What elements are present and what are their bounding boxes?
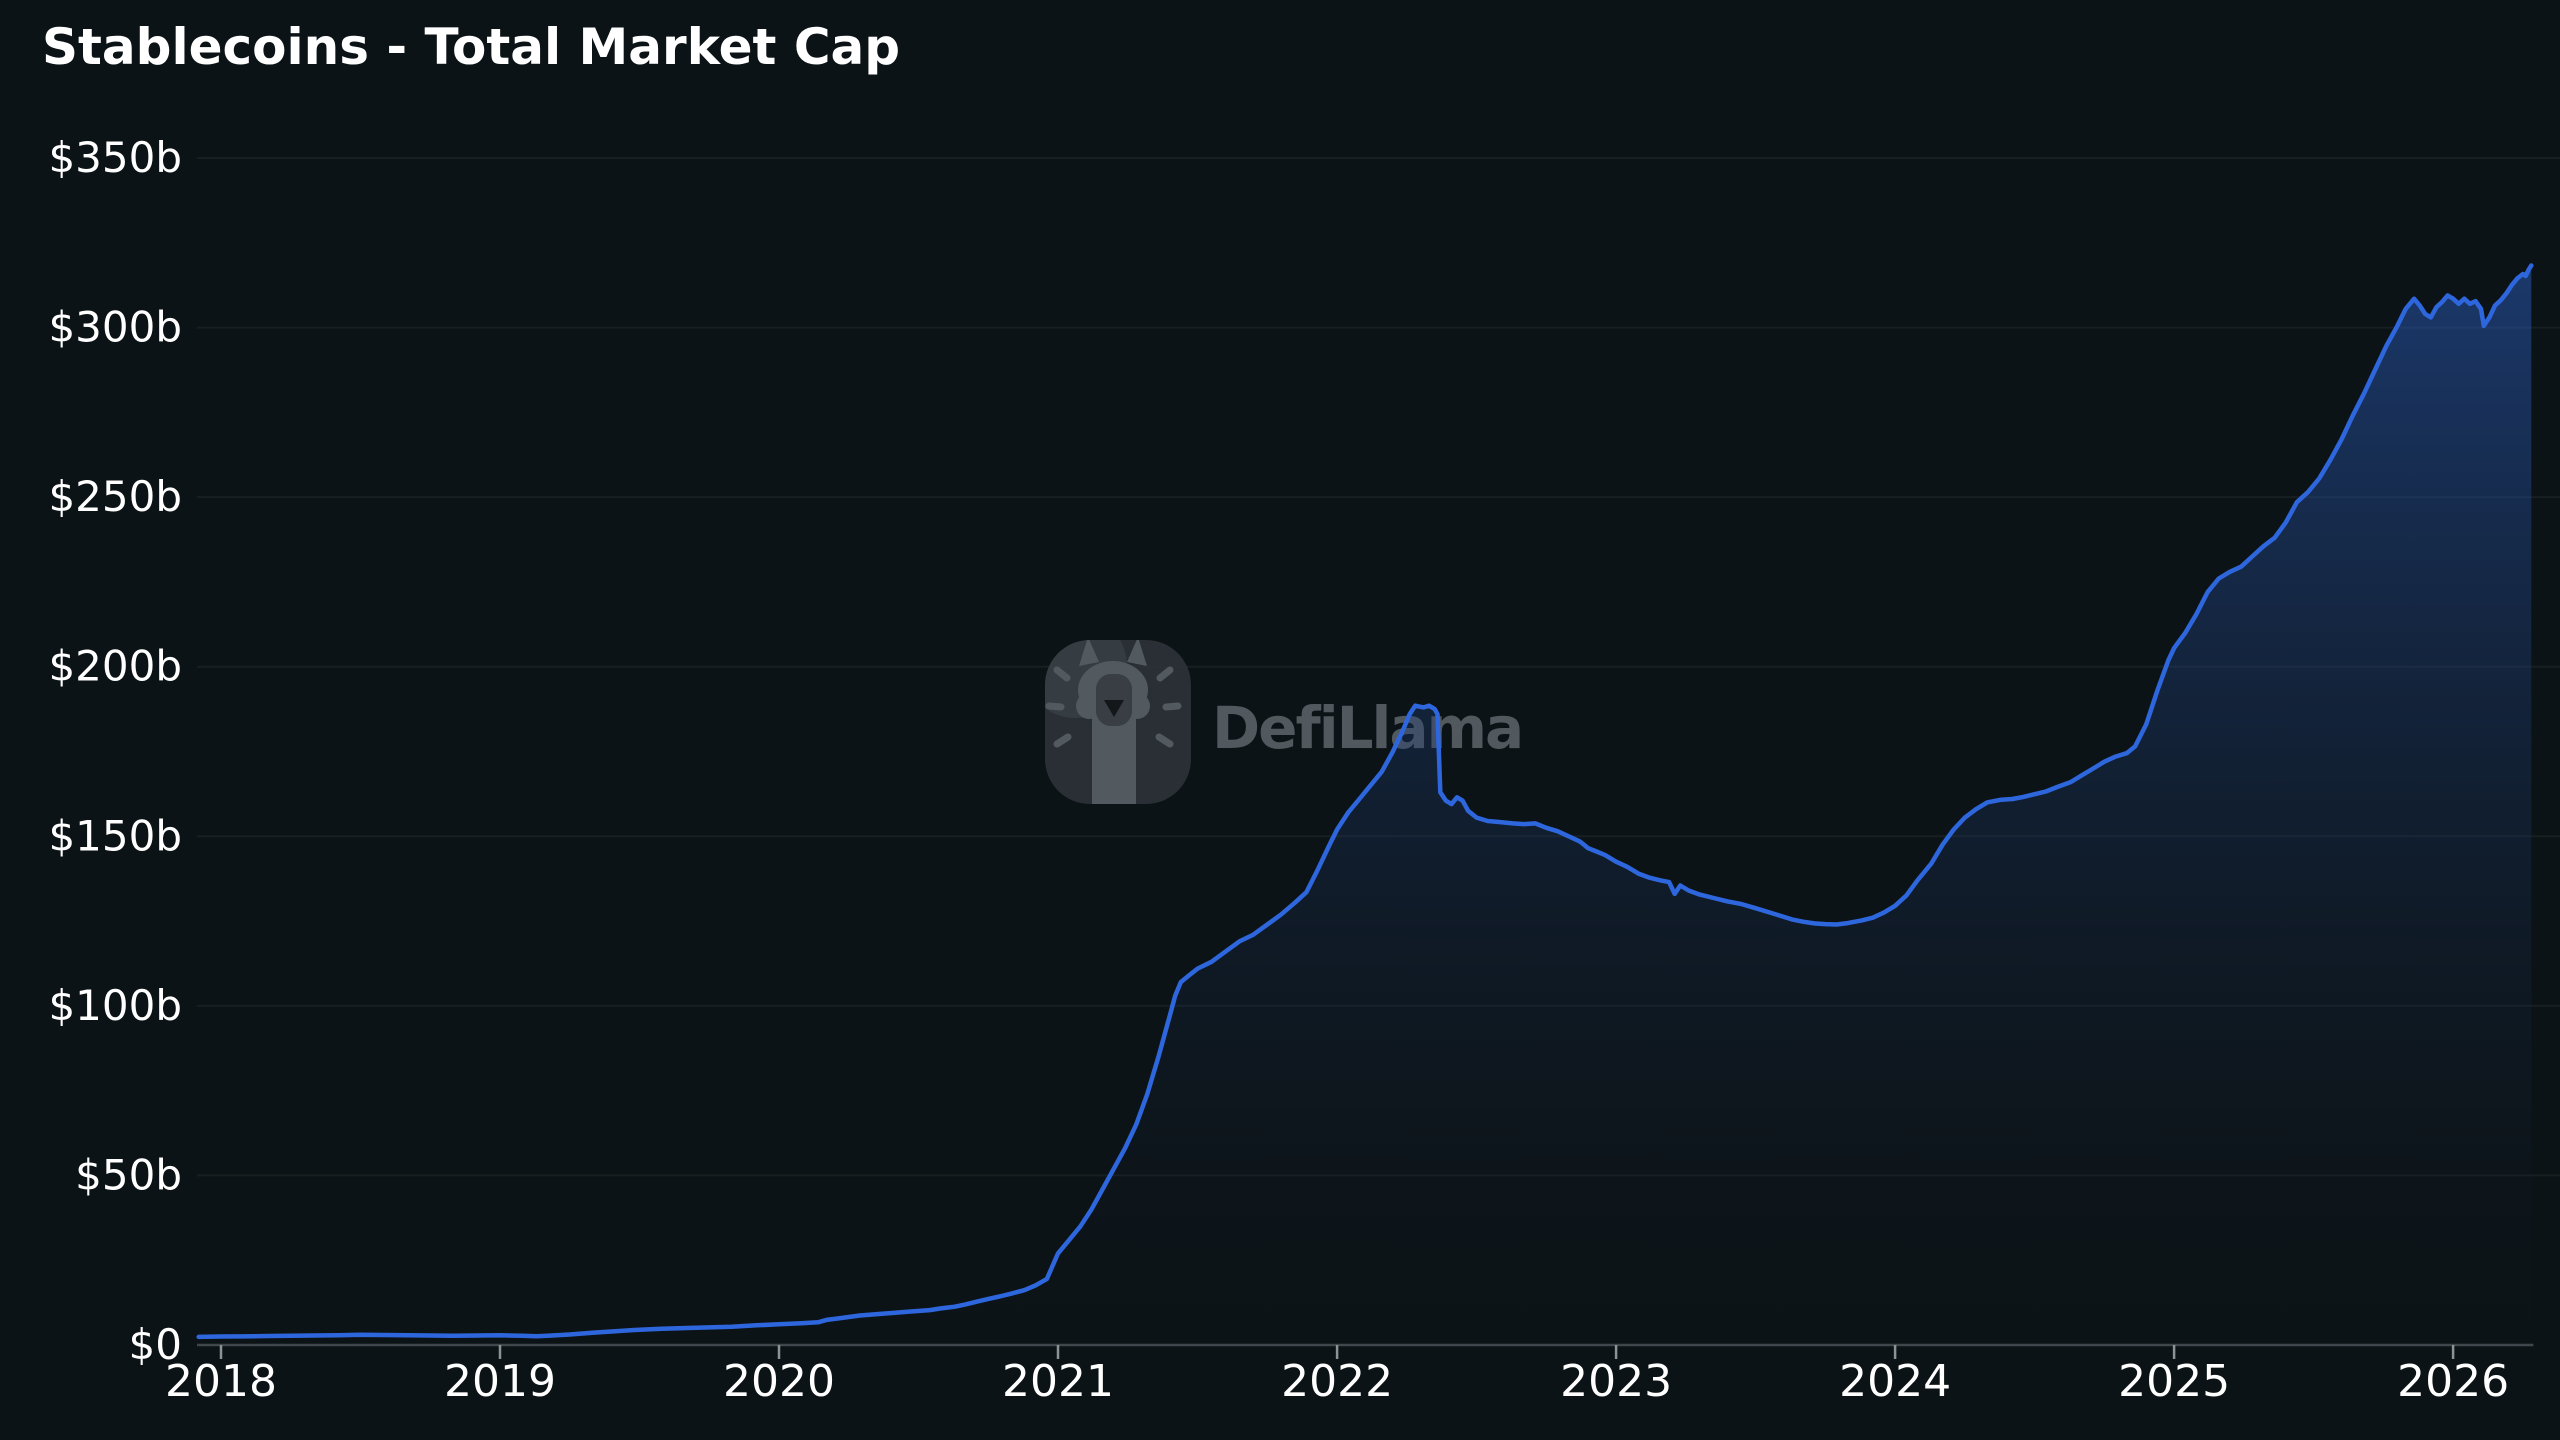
y-axis-label: $200b [48, 642, 182, 691]
y-axis-label: $300b [48, 303, 182, 352]
axis-layer: $350b $300b $250b $200b $150b $100b $50b $02018… [48, 133, 2534, 1407]
x-axis-label: 2025 [2118, 1356, 2230, 1407]
y-axis-label: $350b [48, 133, 182, 182]
x-axis-label: 2023 [1560, 1356, 1672, 1407]
defillama-logo-icon [1045, 640, 1191, 804]
area-fill [198, 265, 2532, 1345]
x-axis-label: 2022 [1281, 1356, 1393, 1407]
x-axis-label: 2019 [444, 1356, 556, 1407]
x-axis-label: 2026 [2397, 1356, 2509, 1407]
series-line [196, 263, 2534, 1340]
watermark: DefiLlama [1045, 640, 1524, 804]
x-axis-label: 2024 [1839, 1356, 1951, 1407]
logo-rays-icon [1045, 666, 1182, 748]
watermark-text: DefiLlama [1212, 694, 1522, 762]
y-axis-label: $100b [48, 981, 182, 1030]
chart-title: Stablecoins - Total Market Cap [42, 18, 901, 76]
y-axis-label: $150b [48, 811, 182, 860]
x-axis-label: 2018 [165, 1356, 277, 1407]
series-layer [196, 263, 2534, 1345]
y-axis-label: $0 [129, 1320, 182, 1369]
x-axis-label: 2021 [1002, 1356, 1114, 1407]
y-axis-label: $250b [48, 472, 182, 521]
y-axis-label: $50b [75, 1150, 182, 1199]
x-axis-label: 2020 [723, 1356, 835, 1407]
